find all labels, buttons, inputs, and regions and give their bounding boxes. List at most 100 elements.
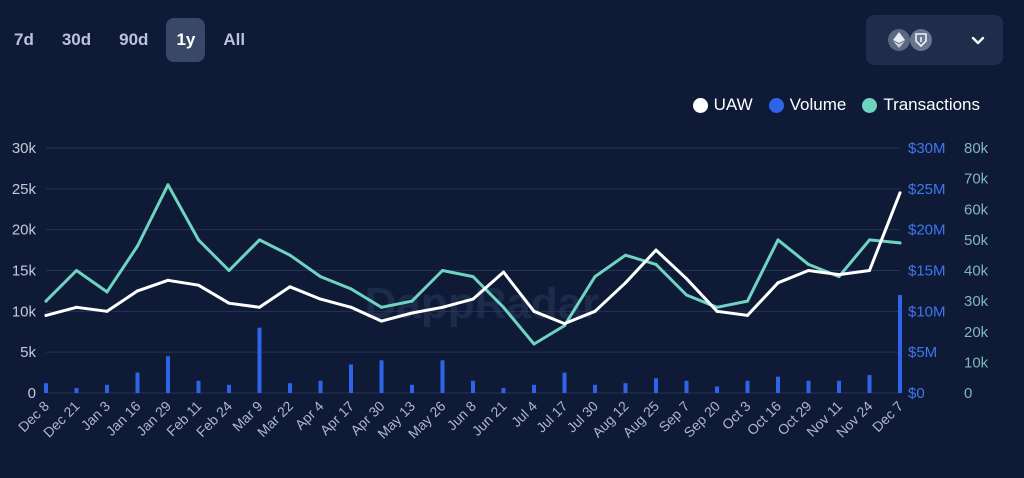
uaw-line-point — [258, 305, 261, 309]
legend-item-transactions[interactable]: Transactions — [862, 95, 980, 115]
uaw-line-point — [166, 278, 170, 282]
legend-dot-volume — [768, 97, 784, 113]
volume-bar — [166, 356, 170, 393]
transactions-line-point — [746, 299, 749, 303]
y-right-transactions-tick-label: 0 — [964, 385, 972, 402]
range-1y-button[interactable]: 1y — [166, 18, 206, 62]
y-right-volume-tick-label: $25M — [908, 181, 946, 198]
transactions-line-point — [502, 305, 505, 309]
legend-item-volume[interactable]: Volume — [768, 95, 847, 115]
volume-bar — [745, 380, 750, 393]
transactions-line-point — [227, 269, 231, 272]
y-right-volume-tick-label: $10M — [908, 303, 946, 320]
uaw-line-point — [349, 305, 353, 309]
uaw-line-point — [105, 309, 109, 313]
uaw-line-point — [288, 285, 292, 289]
transactions-line-point — [532, 342, 536, 346]
volume-bar — [593, 384, 597, 393]
transactions-line-point — [288, 253, 292, 257]
volume-bar — [196, 380, 201, 393]
volume-bar — [776, 376, 780, 393]
transactions-line-point — [349, 287, 353, 291]
transactions-line-point — [898, 241, 902, 245]
y-right-volume-tick-label: $0 — [908, 385, 925, 402]
y-right-volume-tick-label: $20M — [908, 222, 946, 239]
volume-bar — [715, 386, 719, 393]
transactions-line-point — [807, 262, 810, 266]
range-all-button[interactable]: All — [223, 30, 246, 49]
y-left-tick-label: 0 — [28, 385, 36, 402]
transactions-line-point — [197, 238, 200, 242]
uaw-line-point — [441, 305, 444, 309]
volume-bar — [837, 380, 841, 393]
legend-dot-transactions — [862, 97, 878, 113]
volume-bar — [410, 384, 414, 393]
transactions-line-point — [868, 238, 871, 242]
uaw-line-point — [898, 191, 902, 195]
y-left-tick-label: 15k — [12, 263, 37, 280]
uaw-line-point — [654, 248, 658, 252]
volume-bar — [44, 383, 48, 393]
y-right-transactions-tick-label: 50k — [964, 232, 989, 249]
transactions-line-point — [319, 275, 322, 279]
transactions-line-point — [593, 275, 597, 279]
y-right-volume-tick-label: $30M — [908, 140, 946, 157]
legend-label-transactions: Transactions — [883, 95, 980, 114]
volume-bar — [898, 295, 902, 393]
y-left-tick-label: 5k — [20, 344, 36, 361]
transactions-line-point — [441, 269, 444, 272]
uaw-line-point — [502, 270, 505, 274]
y-right-transactions-tick-label: 20k — [964, 324, 989, 341]
uaw-line-point — [715, 309, 719, 313]
volume-bar — [623, 383, 628, 393]
x-tick-label: Jun 21 — [469, 398, 510, 439]
range-30d-button[interactable]: 30d — [61, 30, 92, 49]
chevron-down-icon[interactable] — [969, 31, 987, 49]
chart-legend: UAW Volume Transactions — [692, 95, 980, 115]
y-right-transactions-tick-label: 70k — [964, 171, 989, 188]
transactions-line-point — [471, 275, 475, 279]
x-tick-label: Jul 17 — [533, 398, 571, 436]
uaw-line-point — [563, 322, 566, 326]
chain-selector[interactable] — [866, 15, 1003, 65]
range-90d-button[interactable]: 90d — [119, 30, 149, 49]
volume-bar — [257, 327, 262, 393]
y-right-transactions-tick-label: 60k — [964, 201, 989, 218]
transactions-line-point — [654, 262, 658, 266]
shield-icon — [910, 29, 932, 51]
volume-bar — [654, 378, 658, 393]
y-right-transactions-tick-label: 80k — [964, 140, 989, 157]
y-left-tick-label: 25k — [12, 181, 37, 198]
uaw-line-point — [837, 273, 841, 277]
volume-bar — [288, 383, 292, 393]
transactions-line-point — [258, 238, 261, 242]
uaw-line-point — [471, 297, 475, 301]
y-right-transactions-tick-label: 40k — [964, 263, 989, 280]
range-7d-button[interactable]: 7d — [14, 30, 34, 49]
volume-bar — [867, 375, 872, 393]
uaw-line-point — [868, 269, 871, 272]
volume-bar — [379, 360, 384, 393]
uaw-line-point — [197, 283, 200, 287]
transactions-line-point — [44, 299, 48, 303]
legend-label-uaw: UAW — [713, 95, 753, 114]
uaw-line-point — [593, 309, 597, 313]
transactions-line-point — [75, 269, 78, 272]
volume-bar — [684, 380, 689, 393]
uaw-line-point — [532, 309, 536, 313]
transactions-line-point — [685, 293, 688, 297]
y-right-volume-tick-label: $15M — [908, 263, 946, 280]
uaw-line-point — [227, 301, 231, 305]
legend-label-volume: Volume — [789, 95, 847, 114]
uaw-line-point — [776, 281, 780, 285]
volume-bar — [562, 372, 567, 393]
x-tick-label: Dec 7 — [869, 398, 906, 435]
volume-bar — [318, 380, 323, 393]
y-left-tick-label: 30k — [12, 140, 37, 157]
volume-bar — [806, 380, 811, 393]
uaw-line-point — [685, 277, 688, 281]
uaw-line-point — [410, 311, 414, 315]
legend-item-uaw[interactable]: UAW — [692, 95, 753, 115]
transactions-line-point — [776, 238, 780, 242]
uaw-line-point — [44, 313, 48, 317]
